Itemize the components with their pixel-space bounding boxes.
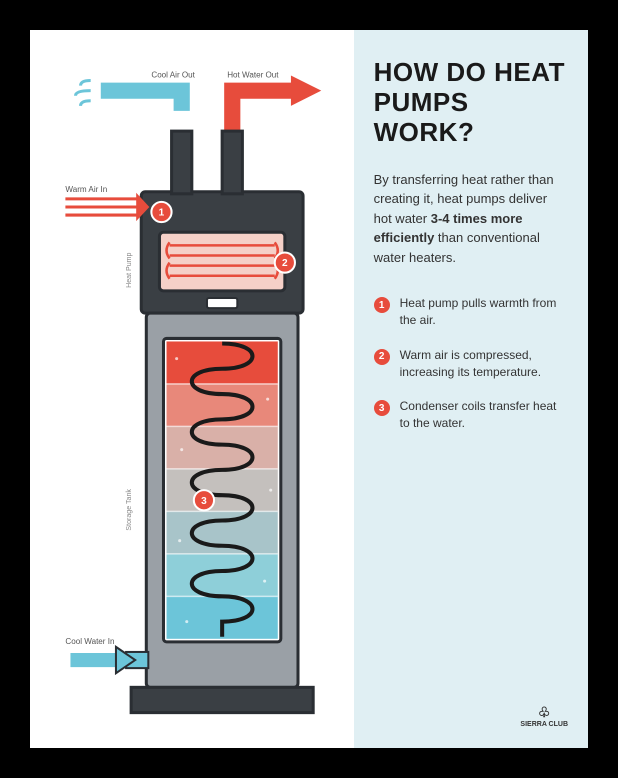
page-title: HOW DO HEAT PUMPS WORK? <box>374 58 568 148</box>
step-item: 2 Warm air is compressed, increasing its… <box>374 347 568 381</box>
steps-list: 1 Heat pump pulls warmth from the air. 2… <box>374 295 568 432</box>
step-number: 3 <box>374 400 390 416</box>
label-cool-air-out: Cool Air Out <box>151 71 195 80</box>
label-cool-water-in: Cool Water In <box>65 637 114 646</box>
badge-3: 3 <box>201 496 207 507</box>
diagram-panel: Cool Air Out Hot Water Out Warm Air In H… <box>30 30 354 748</box>
label-warm-air-in: Warm Air In <box>65 185 107 194</box>
step-item: 3 Condenser coils transfer heat to the w… <box>374 398 568 432</box>
step-text: Heat pump pulls warmth from the air. <box>400 295 568 329</box>
step-text: Warm air is compressed, increasing its t… <box>400 347 568 381</box>
step-text: Condenser coils transfer heat to the wat… <box>400 398 568 432</box>
text-panel: HOW DO HEAT PUMPS WORK? By transferring … <box>354 30 588 748</box>
step-item: 1 Heat pump pulls warmth from the air. <box>374 295 568 329</box>
badge-2: 2 <box>282 258 288 269</box>
step-number: 1 <box>374 297 390 313</box>
sierra-club-logo: ♧ SIERRA CLUB <box>520 704 568 728</box>
label-storage-tank: Storage Tank <box>126 489 133 531</box>
step-number: 2 <box>374 349 390 365</box>
tree-icon: ♧ <box>520 704 568 721</box>
label-hot-water-out: Hot Water Out <box>227 71 279 80</box>
description: By transferring heat rather than creatin… <box>374 170 568 268</box>
badge-1: 1 <box>159 208 165 219</box>
label-heat-pump: Heat Pump <box>126 252 133 287</box>
